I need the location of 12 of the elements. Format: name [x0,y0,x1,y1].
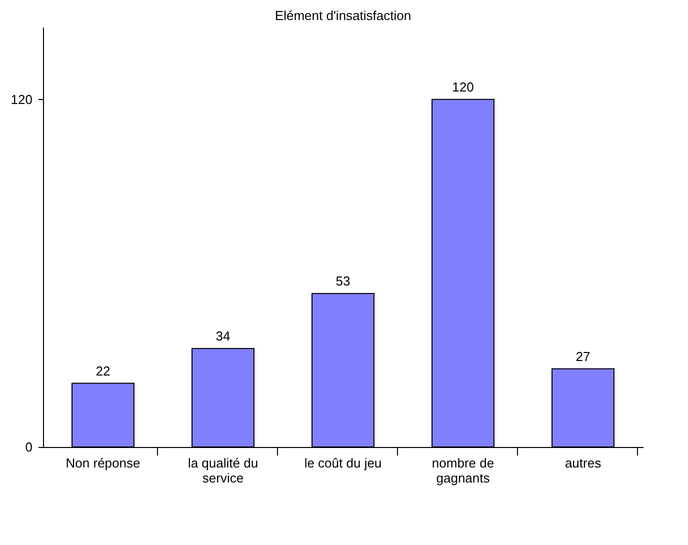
data-label: 27 [576,348,590,364]
x-tick-label: Non réponse [66,456,140,470]
y-tick-label: 0 [25,440,32,454]
data-label: 22 [96,363,110,378]
data-label: 120 [452,79,474,94]
x-tick-label: autres [564,456,602,470]
data-label: 53 [336,273,350,288]
data-label: 34 [216,328,230,344]
x-tick-label: la qualité du service [188,456,258,486]
x-tick-label: nombre de gagnants [432,456,494,486]
chart-title: Elément d'insatisfaction [274,8,412,23]
x-tick-label: le coût du jeu [304,456,382,470]
